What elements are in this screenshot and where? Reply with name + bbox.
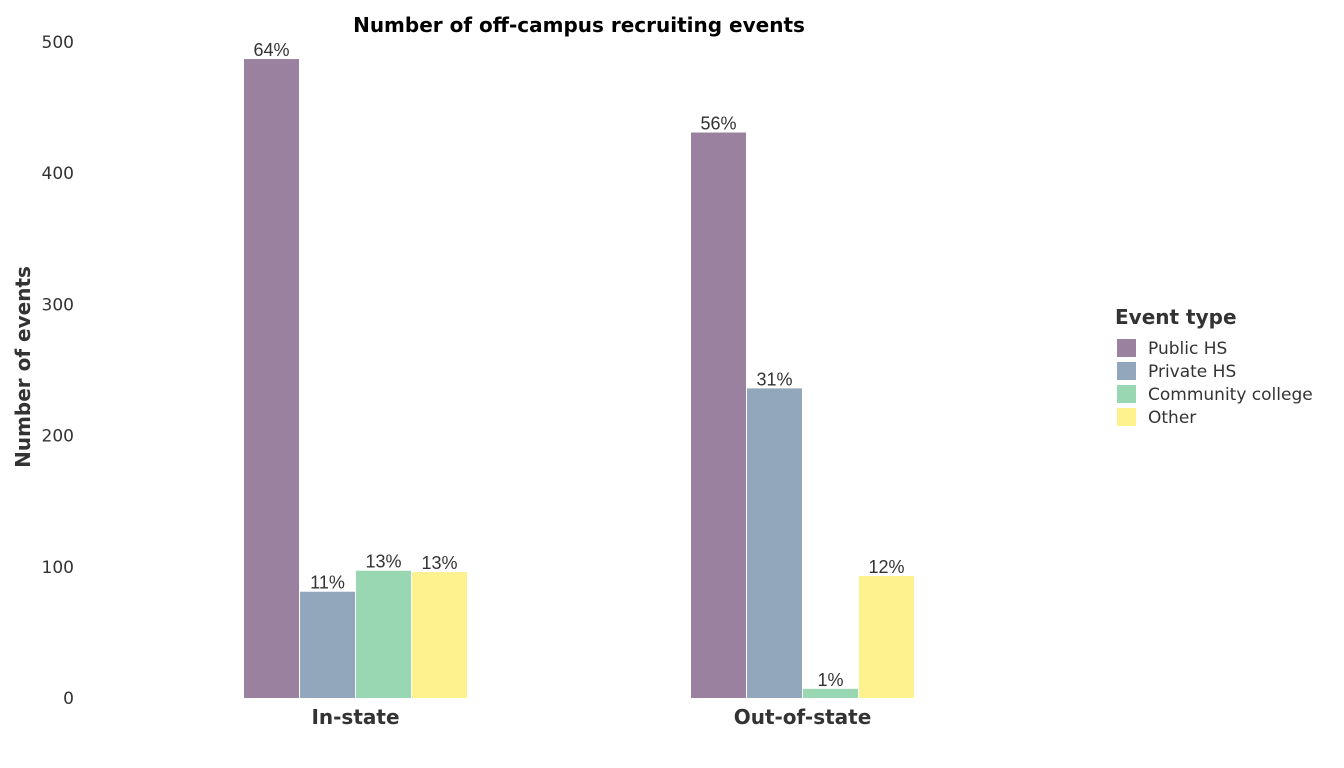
y-tick-label: 500 (42, 33, 74, 53)
y-axis-label: Number of events (11, 266, 35, 468)
data-label: 13% (421, 553, 457, 573)
data-label: 31% (756, 369, 792, 389)
legend-label: Private HS (1148, 362, 1236, 382)
y-tick-label: 400 (42, 164, 74, 184)
bar-out-of-state-private-hs (747, 388, 802, 698)
x-tick-label: Out-of-state (734, 705, 872, 729)
bar-in-state-public-hs (244, 59, 299, 698)
legend-swatch (1117, 408, 1136, 426)
data-label: 12% (868, 557, 904, 577)
x-tick-label: In-state (311, 705, 399, 729)
data-label: 1% (817, 670, 843, 690)
bar-in-state-other (412, 572, 467, 698)
legend: Event type Public HS Private HS Community … (1115, 305, 1313, 428)
bars (244, 59, 914, 698)
data-label: 56% (700, 114, 736, 134)
bar-in-state-community-college (356, 570, 411, 698)
data-labels: 64% 11% 13% 13% 56% 31% 1% 12% (253, 40, 904, 690)
y-tick-label: 300 (42, 295, 74, 315)
y-tick-label: 100 (42, 558, 74, 578)
legend-swatch (1117, 339, 1136, 357)
bar-out-of-state-community-college (803, 688, 858, 698)
y-tick-label: 200 (42, 427, 74, 447)
data-label: 11% (310, 573, 345, 593)
data-label: 13% (365, 552, 401, 572)
legend-label: Community college (1148, 385, 1313, 405)
bar-in-state-private-hs (300, 591, 355, 698)
legend-label: Other (1148, 408, 1196, 428)
y-axis-ticks: 0 100 200 300 400 500 (42, 33, 74, 709)
data-label: 64% (253, 40, 289, 60)
bar-out-of-state-other (859, 575, 914, 698)
x-axis-ticks: In-state Out-of-state (311, 705, 871, 729)
legend-swatch (1117, 362, 1136, 380)
y-tick-label: 0 (63, 689, 74, 709)
legend-label: Public HS (1148, 339, 1227, 359)
chart-title: Number of off-campus recruiting events (353, 13, 805, 37)
bar-out-of-state-public-hs (691, 132, 746, 698)
legend-title: Event type (1115, 305, 1237, 329)
legend-swatch (1117, 385, 1136, 403)
